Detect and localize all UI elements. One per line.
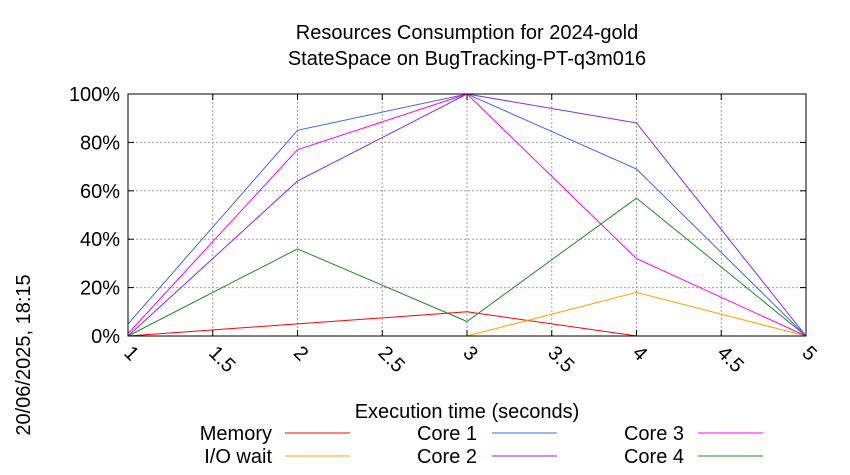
- legend-label-core-2: Core 2: [417, 446, 477, 468]
- legend-label-core-1: Core 1: [417, 423, 477, 445]
- y-tick-label: 80%: [80, 132, 120, 154]
- x-tick-label: 2: [289, 342, 312, 365]
- y-tick-label: 100%: [69, 84, 120, 106]
- grid: [127, 93, 807, 337]
- x-tick-label: 1: [119, 342, 142, 365]
- plot-frame: [127, 93, 807, 337]
- y-tick-label: 60%: [80, 181, 120, 203]
- chart-title: Resources Consumption for 2024-gold: [296, 22, 638, 44]
- x-axis-label: Execution time (seconds): [355, 401, 580, 423]
- legend-label-i-o-wait: I/O wait: [204, 446, 272, 468]
- chart-subtitle: StateSpace on BugTracking-PT-q3m016: [288, 48, 646, 70]
- x-tick-label: 3.5: [543, 342, 578, 377]
- x-tick-label: 4.5: [713, 342, 748, 377]
- y-tick-label: 40%: [80, 229, 120, 251]
- legend-label-core-4: Core 4: [624, 446, 684, 468]
- series-line-core-4: [127, 197, 807, 337]
- legend-label-memory: Memory: [200, 423, 272, 445]
- legend-label-core-3: Core 3: [624, 423, 684, 445]
- x-tick-label: 3: [458, 342, 481, 365]
- timestamp-label: 20/06/2025, 18:15: [13, 274, 35, 435]
- x-tick-label: 1.5: [204, 342, 239, 377]
- y-axis-ticks: 0% 20% 40% 60% 80% 100%: [69, 84, 806, 348]
- y-tick-label: 0%: [91, 326, 120, 348]
- x-tick-label: 4: [628, 342, 651, 365]
- x-tick-label: 5: [797, 342, 820, 365]
- y-tick-label: 20%: [80, 278, 120, 300]
- x-tick-label: 2.5: [374, 342, 409, 377]
